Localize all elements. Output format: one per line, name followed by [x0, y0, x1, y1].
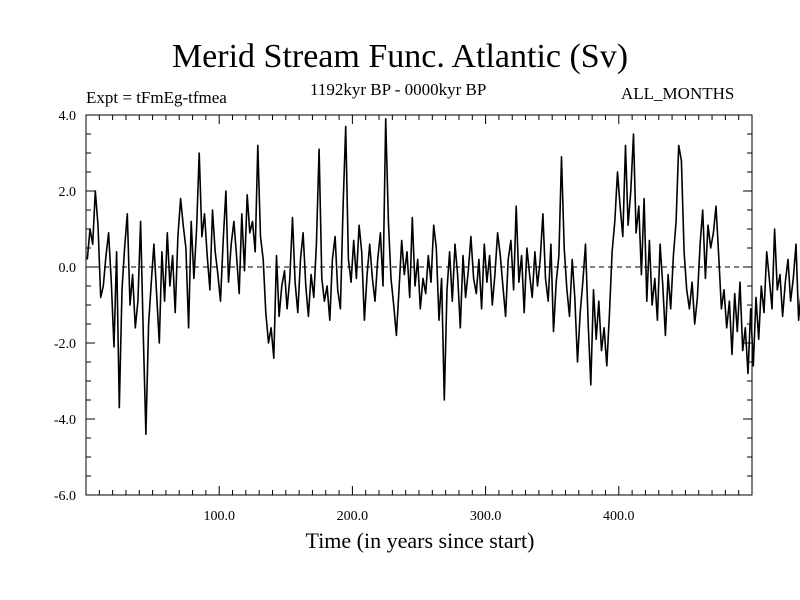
- x-tick-label: 200.0: [337, 509, 369, 524]
- chart-title: Merid Stream Func. Atlantic (Sv): [171, 38, 629, 75]
- x-tick-label: 400.0: [603, 509, 635, 524]
- x-tick-label: 100.0: [203, 509, 235, 524]
- series-line: [86, 118, 800, 435]
- experiment-label: Expt = tFmEg-tfmea: [86, 88, 227, 107]
- y-tick-label: -4.0: [54, 413, 76, 428]
- y-tick-label: -6.0: [54, 489, 76, 504]
- y-tick-label: -2.0: [54, 337, 76, 352]
- period-label: 1192kyr BP - 0000kyr BP: [310, 80, 487, 99]
- y-tick-label: 0.0: [59, 261, 77, 276]
- x-tick-label: 300.0: [470, 509, 502, 524]
- y-tick-label: 4.0: [59, 109, 77, 124]
- x-axis-label: Time (in years since start): [305, 528, 535, 553]
- months-label: ALL_MONTHS: [621, 84, 735, 103]
- tick-marks: [86, 115, 752, 495]
- y-tick-label: 2.0: [59, 185, 77, 200]
- plot-frame: [85, 114, 753, 496]
- tick-labels: 100.0 200.0 300.0 400.0 -6.0 -4.0 -2.0 0.0 2.0 4.…: [54, 109, 635, 524]
